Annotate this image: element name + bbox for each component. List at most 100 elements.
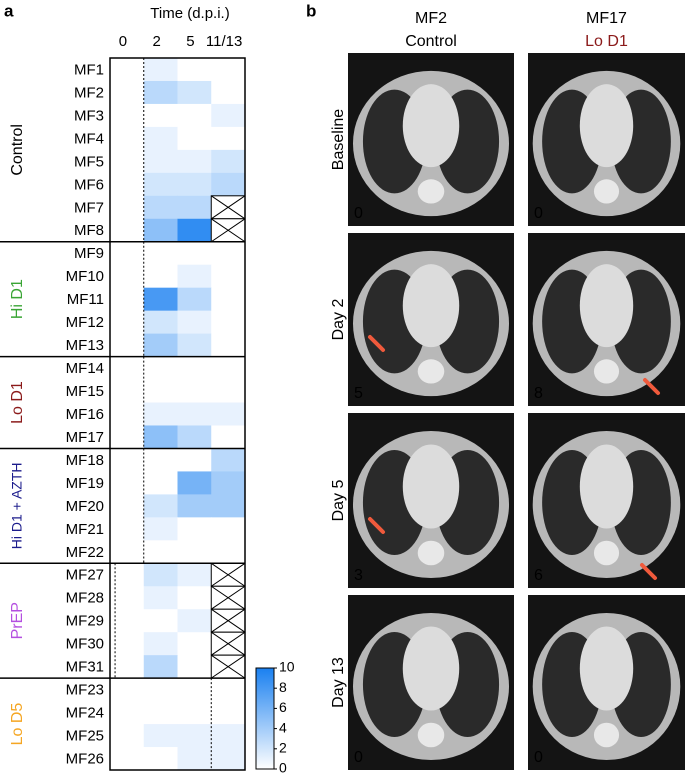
row-label: MF15 (66, 383, 104, 400)
heat-cell (110, 310, 145, 335)
lesion-arrow (368, 517, 385, 534)
row-label: MF21 (66, 521, 104, 538)
group-label: Lo D5 (9, 703, 26, 746)
row-label: MF20 (66, 498, 104, 515)
heat-cell (110, 103, 145, 128)
ct-score: 0 (354, 205, 363, 222)
heat-cell (177, 218, 212, 243)
heatmap-frame (109, 57, 246, 771)
heat-cell (177, 195, 212, 220)
heat-cell (177, 471, 212, 495)
heat-cell (143, 149, 178, 174)
row-label: MF23 (66, 682, 104, 699)
group-label: Lo D1 (9, 381, 26, 424)
ct-heart (402, 444, 460, 529)
heat-cell (143, 747, 178, 771)
heat-cell (143, 448, 178, 472)
x-tick-label: 0 (119, 33, 127, 50)
heat-cell (143, 58, 178, 82)
ct-heart (579, 84, 634, 168)
heat-cell (143, 379, 178, 404)
heat-cell (110, 586, 145, 610)
heat-cell (110, 540, 145, 564)
row-label: MF11 (67, 291, 104, 308)
heat-cell (110, 655, 145, 679)
axis-title: Time (d.p.i.) (150, 5, 229, 22)
row-label: MF29 (66, 613, 104, 630)
lesion-arrow (640, 563, 657, 580)
ct-score: 3 (354, 567, 363, 584)
heat-cell (143, 471, 178, 495)
heat-cell (110, 218, 145, 243)
heat-cell (177, 80, 212, 105)
row-label: MF27 (66, 567, 104, 584)
row-label: MF7 (74, 199, 104, 216)
row-label: MF3 (74, 107, 104, 124)
group-label: Hi D1 (9, 279, 26, 319)
heat-cell (143, 241, 178, 266)
colorbar-tick-label: 0 (279, 760, 287, 774)
heat-cell (143, 678, 178, 702)
heat-cell (110, 287, 145, 312)
heat-cell (110, 494, 145, 518)
row-label: MF4 (74, 130, 104, 147)
heat-cell (110, 632, 145, 656)
heat-cell (110, 609, 145, 633)
row-label: MF13 (66, 337, 104, 354)
ct-heart (579, 264, 634, 348)
row-label: MF1 (74, 61, 104, 78)
x-tick-label: 2 (152, 33, 160, 50)
heat-cell (143, 218, 178, 243)
heat-cell (177, 724, 212, 748)
heat-cell (177, 287, 212, 312)
row-label: MF17 (66, 429, 104, 446)
heat-cell (177, 310, 212, 335)
ct-heart (402, 264, 460, 348)
column-subtitle: Lo D1 (585, 33, 628, 50)
heat-cell (110, 356, 145, 381)
heat-cell (211, 126, 246, 151)
heat-cell (110, 195, 145, 220)
heat-cell (110, 724, 145, 748)
ct-spine (417, 722, 445, 748)
row-label: MF12 (66, 314, 104, 331)
heat-cell (177, 356, 212, 381)
row-label: MF9 (74, 245, 104, 262)
heat-cell (177, 379, 212, 404)
heat-cell (211, 310, 246, 335)
heat-cell (211, 287, 246, 312)
colorbar (255, 667, 275, 770)
heat-cell (110, 241, 145, 266)
heat-cell (143, 632, 178, 656)
column-title: MF17 (586, 10, 627, 27)
column-title: MF2 (415, 10, 447, 27)
heat-cell (177, 58, 212, 82)
row-label: MF22 (66, 544, 104, 561)
row-label: MF6 (74, 176, 104, 193)
heat-cell (211, 494, 246, 518)
heat-cell (143, 80, 178, 105)
heat-cell (110, 471, 145, 495)
missing-cross (210, 218, 246, 243)
ct-score: 6 (534, 567, 543, 584)
heat-cell (211, 517, 246, 541)
heat-cell (177, 172, 212, 197)
missing-cross (210, 608, 246, 633)
ct-heart (402, 84, 460, 168)
heat-cell (143, 333, 178, 358)
heat-cell (143, 172, 178, 197)
heat-cell (177, 563, 212, 587)
row-label: MF5 (74, 153, 104, 170)
ct-score: 0 (534, 205, 543, 222)
heat-cell (110, 58, 145, 82)
heat-cell (177, 701, 212, 725)
row-label: MF31 (66, 659, 104, 676)
heat-cell (110, 747, 145, 771)
ct-heart (402, 626, 460, 711)
heat-cell (110, 425, 145, 449)
heat-cell (211, 333, 246, 358)
heat-cell (110, 149, 145, 174)
heat-cell (110, 264, 145, 289)
ct-spine (417, 179, 445, 204)
heat-cell (211, 540, 246, 564)
